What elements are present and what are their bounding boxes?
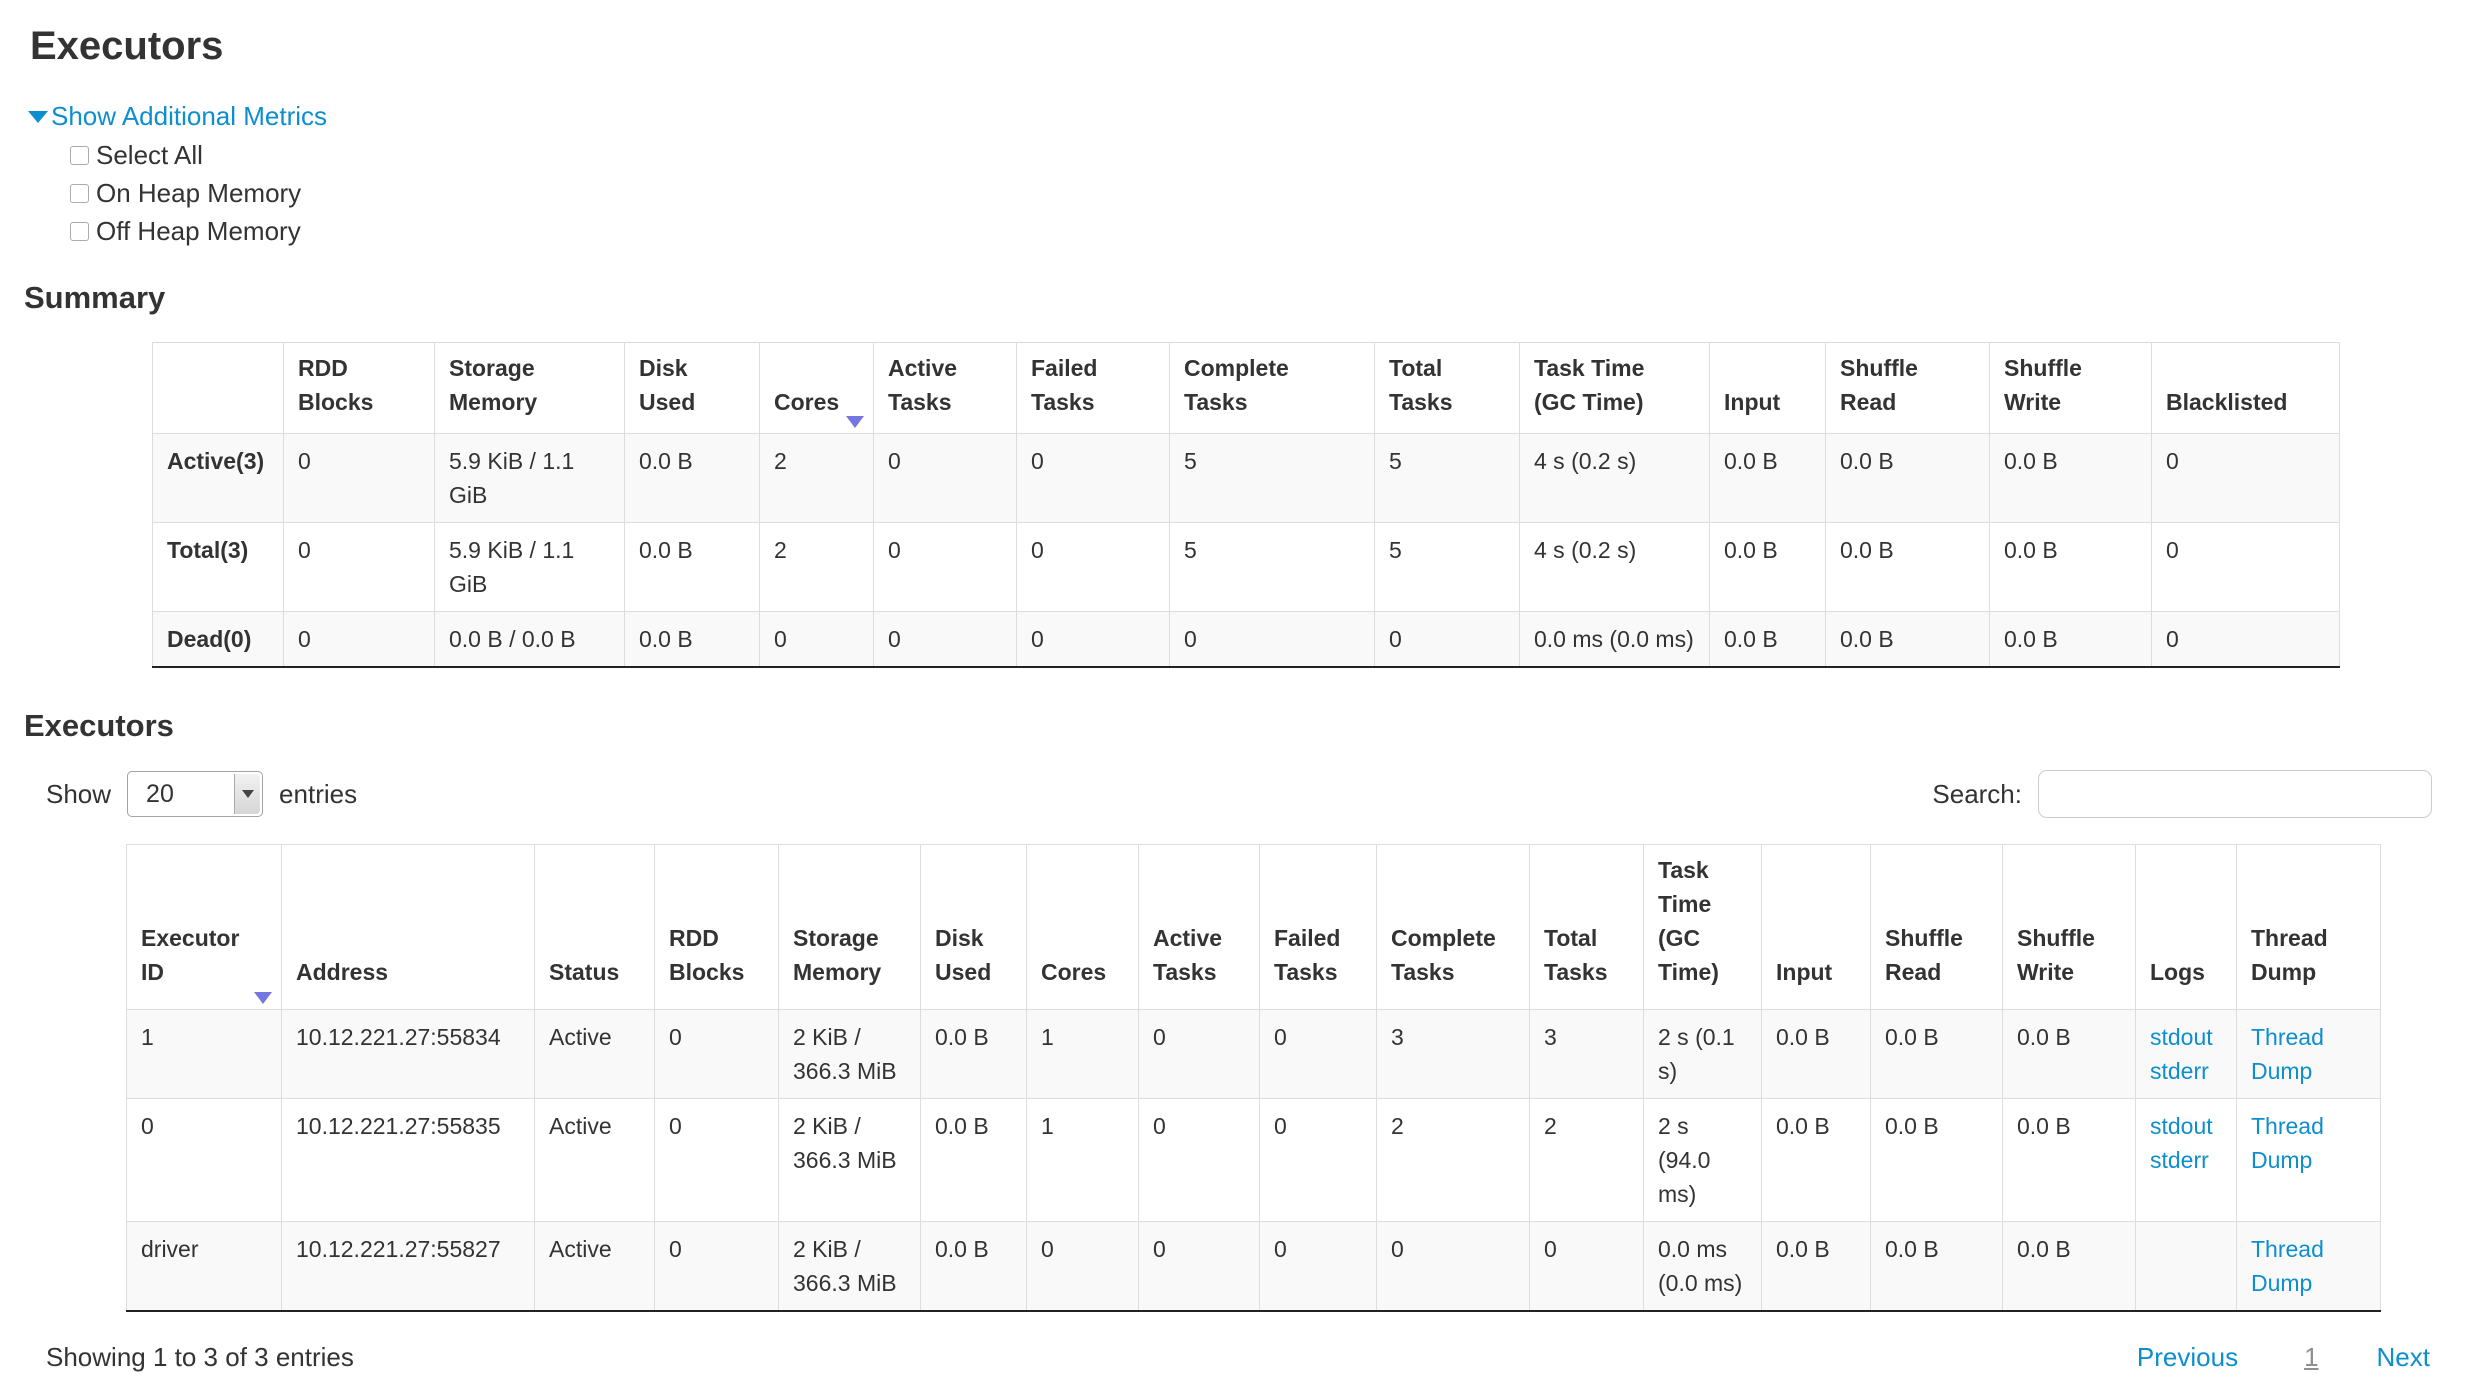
summary-row-label: Active(3) (152, 433, 284, 523)
executors-col-complete-tasks[interactable]: Complete Tasks (1376, 844, 1530, 1010)
executors-col-status[interactable]: Status (534, 844, 655, 1010)
next-page-button[interactable]: Next (2376, 1342, 2430, 1372)
caret-down-icon (28, 110, 48, 123)
show-additional-metrics-link[interactable]: Show Additional Metrics (51, 101, 328, 131)
sort-desc-icon (846, 416, 864, 428)
page-number-1[interactable]: 1 (2304, 1342, 2319, 1372)
summary-col-rdd-blocks[interactable]: RDD Blocks (283, 342, 435, 434)
entries-label: entries (279, 778, 358, 809)
executors-col-total-tasks[interactable]: Total Tasks (1529, 844, 1644, 1010)
summary-row-dead: Dead(0) 0 0.0 B / 0.0 B 0.0 B 0 0 0 0 0 … (152, 611, 2340, 668)
metric-option-label: Off Heap Memory (96, 215, 301, 246)
search-control: Search: (1932, 770, 2432, 818)
executor-id-cell: 1 (126, 1009, 282, 1099)
page-size-value: 20 (146, 779, 174, 808)
executor-id-cell: driver (126, 1221, 282, 1312)
summary-heading: Summary (24, 280, 166, 315)
logs-cell: stdout stderr (2135, 1098, 2237, 1222)
metric-option-select-all[interactable]: Select All (70, 136, 2466, 174)
show-additional-metrics-toggle[interactable]: Show Additional Metrics (28, 101, 2466, 132)
checkbox-icon[interactable] (70, 221, 89, 241)
logs-cell (2135, 1221, 2237, 1312)
summary-col-active-tasks[interactable]: Active Tasks (873, 342, 1017, 434)
page-title: Executors (30, 24, 224, 68)
executor-row: driver 10.12.221.27:55827 Active 0 2 KiB… (126, 1221, 2381, 1312)
logs-cell: stdout stderr (2135, 1009, 2237, 1099)
thread-dump-link[interactable]: Thread Dump (2251, 1236, 2324, 1296)
metric-option-label: Select All (96, 139, 203, 170)
executors-col-cores[interactable]: Cores (1026, 844, 1139, 1010)
summary-col-shuffle-write[interactable]: Shuffle Write (1989, 342, 2152, 434)
metric-option-off-heap-memory[interactable]: Off Heap Memory (70, 212, 2466, 250)
stdout-link[interactable]: stdout (2150, 1113, 2213, 1139)
summary-header-row: RDD Blocks Storage Memory Disk Used Cores A… (152, 342, 2340, 434)
summary-col-failed-tasks[interactable]: Failed Tasks (1016, 342, 1170, 434)
stderr-link[interactable]: stderr (2150, 1058, 2209, 1084)
executors-col-address[interactable]: Address (281, 844, 535, 1010)
thread-dump-link[interactable]: Thread Dump (2251, 1024, 2324, 1084)
executors-col-failed-tasks[interactable]: Failed Tasks (1259, 844, 1377, 1010)
executor-row: 0 10.12.221.27:55835 Active 0 2 KiB / 36… (126, 1098, 2381, 1222)
search-input[interactable] (2038, 770, 2432, 818)
chevron-down-icon (234, 774, 261, 814)
executors-col-shuffle-read[interactable]: Shuffle Read (1870, 844, 2003, 1010)
thread-dump-link[interactable]: Thread Dump (2251, 1113, 2324, 1173)
summary-col-input[interactable]: Input (1709, 342, 1826, 434)
summary-row-active: Active(3) 0 5.9 KiB / 1.1 GiB 0.0 B 2 0 … (152, 433, 2340, 523)
metric-option-label: On Heap Memory (96, 177, 302, 208)
summary-col-disk-used[interactable]: Disk Used (624, 342, 760, 434)
executors-col-logs[interactable]: Logs (2135, 844, 2237, 1010)
summary-row-label: Dead(0) (152, 611, 284, 668)
summary-col-blacklisted[interactable]: Blacklisted (2151, 342, 2340, 434)
executors-heading: Executors (24, 708, 174, 743)
executors-table: Executor ID Address Status RDD Blocks Stor… (126, 844, 2381, 1312)
thread-dump-cell: Thread Dump (2236, 1009, 2381, 1099)
pagination: Previous 1 Next (2137, 1342, 2430, 1373)
executors-col-input[interactable]: Input (1761, 844, 1871, 1010)
show-label: Show (46, 778, 112, 809)
summary-col-task-time[interactable]: Task Time (GC Time) (1519, 342, 1710, 434)
summary-table: RDD Blocks Storage Memory Disk Used Cores A… (152, 342, 2340, 668)
executors-col-thread-dump[interactable]: Thread Dump (2236, 844, 2381, 1010)
thread-dump-cell: Thread Dump (2236, 1098, 2381, 1222)
executors-col-storage-memory[interactable]: Storage Memory (778, 844, 921, 1010)
executors-header-row: Executor ID Address Status RDD Blocks Stor… (126, 844, 2381, 1010)
summary-row-total: Total(3) 0 5.9 KiB / 1.1 GiB 0.0 B 2 0 0… (152, 522, 2340, 612)
summary-col-total-tasks[interactable]: Total Tasks (1374, 342, 1520, 434)
additional-metrics-list: Select All On Heap Memory Off Heap Memor… (70, 136, 2466, 250)
summary-col-cores[interactable]: Cores (759, 342, 874, 434)
executors-col-active-tasks[interactable]: Active Tasks (1138, 844, 1260, 1010)
executor-id-cell: 0 (126, 1098, 282, 1222)
previous-page-button[interactable]: Previous (2136, 1342, 2239, 1372)
summary-col-complete-tasks[interactable]: Complete Tasks (1169, 342, 1375, 434)
executor-row: 1 10.12.221.27:55834 Active 0 2 KiB / 36… (126, 1009, 2381, 1099)
checkbox-icon[interactable] (70, 145, 89, 165)
checkbox-icon[interactable] (70, 183, 89, 203)
executors-col-rdd-blocks[interactable]: RDD Blocks (654, 844, 779, 1010)
search-label: Search: (1932, 778, 2022, 809)
executors-col-shuffle-write[interactable]: Shuffle Write (2002, 844, 2136, 1010)
executors-col-disk-used[interactable]: Disk Used (920, 844, 1027, 1010)
stderr-link[interactable]: stderr (2150, 1147, 2209, 1173)
table-info: Showing 1 to 3 of 3 entries (46, 1342, 354, 1372)
summary-col-shuffle-read[interactable]: Shuffle Read (1825, 342, 1990, 434)
executors-col-executor-id[interactable]: Executor ID (126, 844, 282, 1010)
summary-row-label: Total(3) (152, 522, 284, 612)
sort-desc-icon (254, 992, 272, 1004)
summary-col-blank (152, 342, 284, 434)
thread-dump-cell: Thread Dump (2236, 1221, 2381, 1312)
executors-col-task-time[interactable]: Task Time (GC Time) (1643, 844, 1762, 1010)
metric-option-on-heap-memory[interactable]: On Heap Memory (70, 174, 2466, 212)
summary-col-storage-memory[interactable]: Storage Memory (434, 342, 625, 434)
page-size-select[interactable]: 20 (127, 771, 264, 817)
page-length-control: Show 20 entries (46, 771, 357, 817)
stdout-link[interactable]: stdout (2150, 1024, 2213, 1050)
